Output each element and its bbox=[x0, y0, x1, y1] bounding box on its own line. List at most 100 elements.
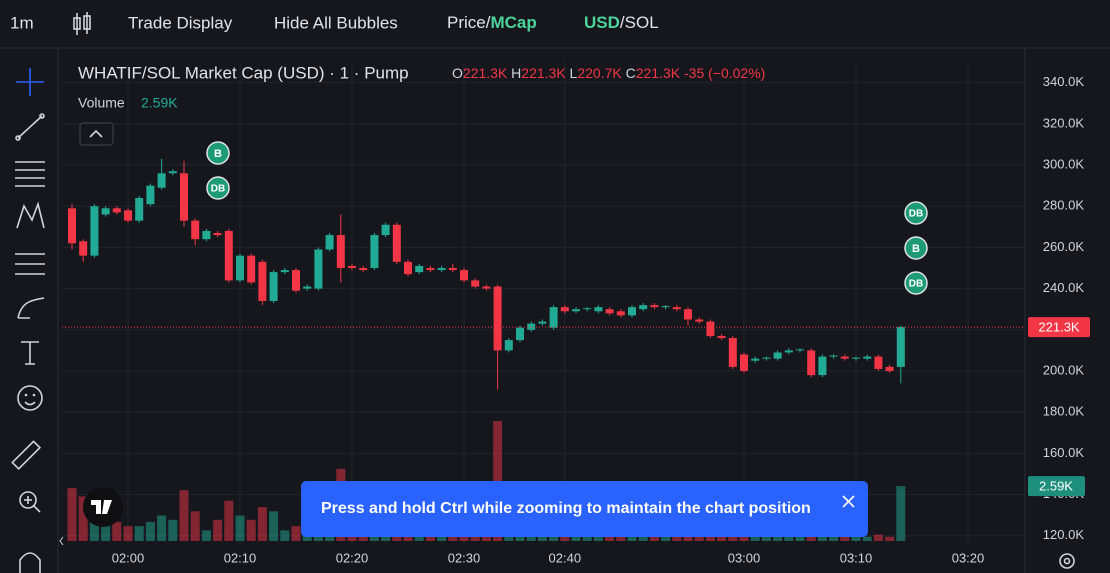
candle-body bbox=[135, 197, 144, 221]
volume-bar bbox=[123, 526, 133, 541]
candle-body bbox=[202, 230, 211, 240]
volume-bar bbox=[280, 530, 290, 541]
volume-bar bbox=[717, 536, 727, 541]
trend-line-tool[interactable] bbox=[15, 113, 45, 141]
volume-bar bbox=[582, 536, 592, 541]
magnet-tool[interactable] bbox=[19, 552, 41, 573]
chart-type-button[interactable] bbox=[73, 12, 91, 35]
hide-bubbles-button[interactable]: Hide All Bubbles bbox=[274, 13, 398, 32]
close-label: C bbox=[626, 65, 636, 81]
low-label: L bbox=[570, 65, 578, 81]
candle-body bbox=[247, 255, 256, 283]
volume-bar bbox=[851, 536, 861, 541]
candle-body bbox=[426, 268, 435, 271]
volume-bar bbox=[269, 511, 279, 541]
crosshair-tool[interactable] bbox=[16, 68, 44, 96]
pattern-tool[interactable] bbox=[16, 201, 45, 229]
volume-bar bbox=[627, 536, 637, 541]
candle-body bbox=[706, 321, 715, 336]
candle-body bbox=[840, 356, 849, 359]
candle-body bbox=[124, 210, 132, 221]
candle-body bbox=[68, 208, 76, 244]
candle-body bbox=[460, 270, 468, 281]
y-tick-label: 260.0K bbox=[1043, 239, 1085, 254]
candle-body bbox=[258, 261, 267, 301]
x-tick-label: 02:00 bbox=[112, 550, 145, 565]
price-option[interactable]: Price/ bbox=[447, 13, 491, 32]
candle-body bbox=[292, 270, 300, 291]
volume-bar bbox=[817, 536, 827, 541]
last-price-tag bbox=[1028, 317, 1090, 338]
scroll-left-button[interactable] bbox=[59, 536, 64, 546]
emoji-tool[interactable] bbox=[17, 385, 43, 411]
last-price-label: 221.3K bbox=[1038, 320, 1080, 335]
trade-marker[interactable]: B bbox=[206, 141, 230, 165]
candle-body bbox=[695, 319, 704, 322]
candle-body bbox=[191, 220, 200, 240]
candle-body bbox=[684, 309, 692, 320]
collapse-legend-button[interactable] bbox=[79, 122, 114, 146]
settings-button[interactable] bbox=[1059, 553, 1075, 569]
logo[interactable] bbox=[83, 487, 123, 527]
volume-bar bbox=[593, 536, 603, 541]
candle-body bbox=[784, 350, 793, 353]
prediction-tool[interactable] bbox=[15, 253, 45, 275]
volume-bar bbox=[448, 536, 458, 541]
trade-marker[interactable]: DB bbox=[904, 271, 928, 295]
candle-body bbox=[325, 235, 334, 250]
volume-bar bbox=[437, 534, 447, 541]
interval-button[interactable]: 1m bbox=[10, 13, 34, 32]
brush-tool[interactable] bbox=[17, 297, 45, 319]
candle-body bbox=[829, 355, 838, 357]
trade-marker[interactable]: DB bbox=[904, 201, 928, 225]
volume-bar bbox=[526, 534, 536, 541]
toast-close[interactable] bbox=[842, 495, 855, 508]
candle-body bbox=[90, 206, 99, 256]
marker-label: DB bbox=[909, 279, 923, 290]
change-value: -35 (−0.02%) bbox=[684, 65, 765, 81]
low-value: 220.7K bbox=[577, 65, 622, 81]
volume-bar bbox=[67, 488, 77, 541]
x-tick-label: 03:00 bbox=[728, 550, 761, 565]
price-mcap-toggle[interactable]: Price/MCap bbox=[447, 13, 537, 32]
y-tick-label: 240.0K bbox=[1043, 280, 1085, 295]
y-tick-label: 280.0K bbox=[1043, 198, 1085, 213]
volume-bar bbox=[873, 534, 883, 541]
currency-toggle[interactable]: USD/SOL bbox=[584, 13, 659, 32]
toast-background bbox=[301, 481, 868, 537]
candle-body bbox=[672, 307, 681, 310]
volume-bar bbox=[157, 515, 167, 541]
trade-marker[interactable]: DB bbox=[206, 176, 230, 200]
x-tick-label: 02:20 bbox=[336, 550, 369, 565]
candle-body bbox=[818, 356, 827, 376]
fib-tool[interactable] bbox=[15, 161, 45, 187]
candle-body bbox=[516, 327, 524, 341]
zoom-tool[interactable] bbox=[19, 491, 41, 513]
volume-bar bbox=[705, 534, 715, 541]
candle-body bbox=[236, 255, 244, 281]
candle-body bbox=[471, 280, 480, 287]
mcap-option[interactable]: MCap bbox=[490, 13, 536, 32]
candle-body bbox=[303, 286, 312, 289]
candle-body bbox=[359, 268, 368, 271]
y-tick-label: 200.0K bbox=[1043, 362, 1085, 377]
measure-tool[interactable] bbox=[11, 440, 42, 471]
candle-body bbox=[650, 305, 659, 308]
volume-bar bbox=[773, 536, 783, 541]
volume-bar bbox=[661, 536, 671, 541]
trade-marker[interactable]: B bbox=[904, 236, 928, 260]
y-tick-label: 120.0K bbox=[1043, 527, 1085, 542]
text-tool[interactable] bbox=[21, 341, 39, 365]
candle-body bbox=[538, 321, 547, 324]
candle-body bbox=[482, 286, 491, 289]
volume-bar bbox=[179, 490, 189, 541]
usd-option[interactable]: USD bbox=[584, 13, 620, 32]
trade-display-button[interactable]: Trade Display bbox=[128, 13, 233, 32]
volume-legend-label: Volume bbox=[78, 95, 125, 111]
volume-bar bbox=[190, 511, 200, 541]
candle-body bbox=[807, 350, 816, 376]
sol-option[interactable]: /SOL bbox=[620, 13, 659, 32]
x-tick-label: 03:20 bbox=[952, 550, 985, 565]
volume-bar bbox=[168, 519, 178, 541]
